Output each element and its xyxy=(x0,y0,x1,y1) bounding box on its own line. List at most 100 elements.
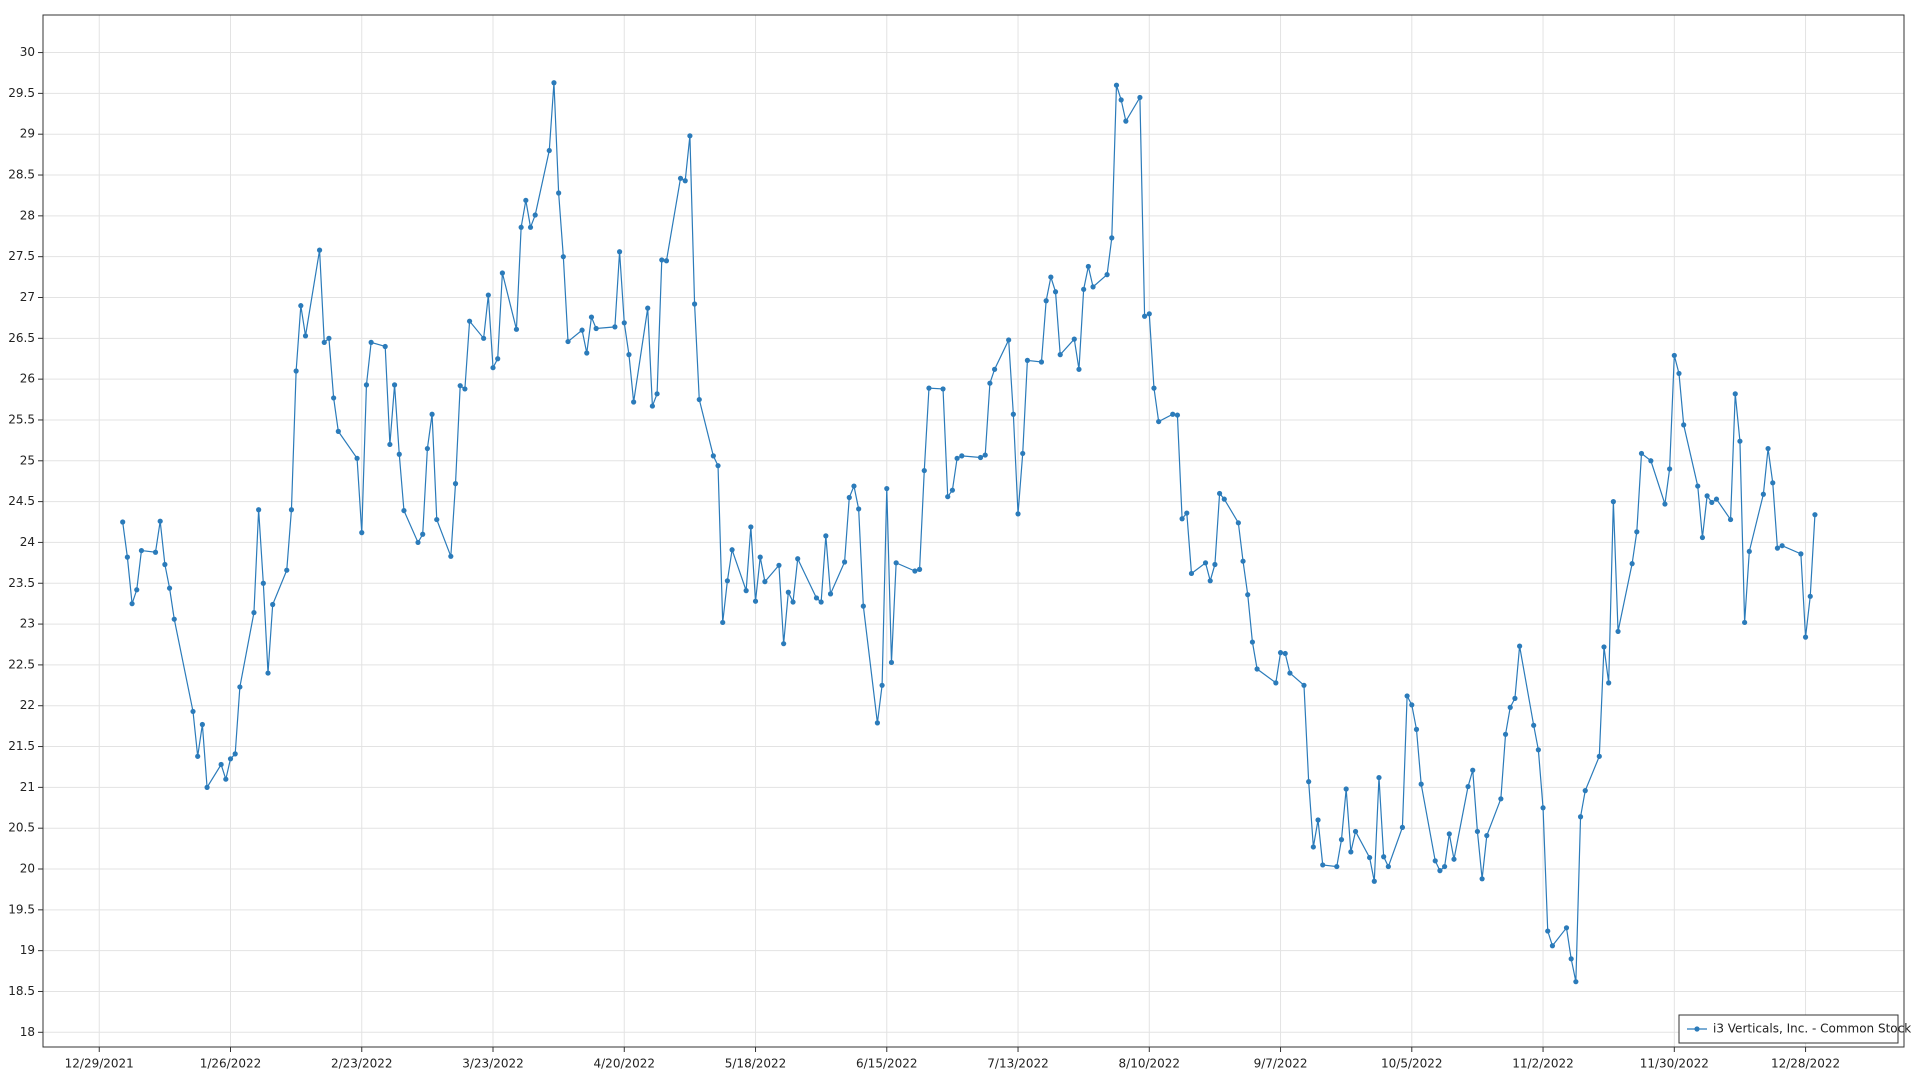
data-point xyxy=(1306,779,1312,785)
legend-box xyxy=(1678,1014,1899,1044)
data-point xyxy=(1315,817,1321,823)
data-point xyxy=(663,258,670,264)
data-point xyxy=(1484,832,1490,839)
data-point xyxy=(1610,499,1616,505)
x-tick-label: 10/5/2022 xyxy=(1381,1057,1443,1071)
data-point xyxy=(874,720,881,726)
data-point xyxy=(1081,286,1087,292)
data-point xyxy=(813,595,820,601)
data-point xyxy=(401,507,407,514)
data-point xyxy=(1151,385,1157,391)
data-point xyxy=(1535,747,1541,753)
data-point xyxy=(1418,781,1424,787)
data-point xyxy=(795,556,801,562)
data-point xyxy=(457,383,463,389)
data-point xyxy=(949,487,956,493)
data-point xyxy=(584,350,590,356)
data-point xyxy=(429,411,435,417)
data-point xyxy=(959,453,965,459)
x-tick-label: 12/29/2021 xyxy=(65,1057,134,1071)
data-point xyxy=(1582,788,1588,794)
y-tick-label: 19.5 xyxy=(8,902,35,916)
data-point xyxy=(232,751,238,757)
legend: i3 Verticals, Inc. - Common Stock xyxy=(1678,1014,1911,1044)
data-point xyxy=(321,339,327,345)
data-point xyxy=(387,441,393,448)
data-point xyxy=(270,601,276,608)
data-point xyxy=(227,756,234,762)
data-point xyxy=(302,333,309,339)
data-point xyxy=(612,324,618,330)
data-point xyxy=(1474,828,1481,835)
data-point xyxy=(659,257,665,263)
data-point xyxy=(757,554,763,560)
data-point xyxy=(1404,693,1410,699)
data-point xyxy=(696,396,702,403)
data-point xyxy=(1540,805,1546,811)
data-point xyxy=(1367,854,1373,861)
data-point xyxy=(785,589,791,595)
data-point xyxy=(1184,510,1190,516)
data-point xyxy=(190,708,196,715)
data-point xyxy=(1123,118,1129,124)
data-point xyxy=(579,327,585,333)
y-tick-label: 20.5 xyxy=(8,821,35,835)
y-tick-label: 28 xyxy=(20,208,35,222)
legend-label: i3 Verticals, Inc. - Common Stock xyxy=(1713,1022,1911,1036)
data-point xyxy=(546,147,552,154)
data-point xyxy=(1212,561,1218,568)
data-point xyxy=(1563,925,1570,931)
data-point xyxy=(1671,352,1677,359)
data-point xyxy=(940,386,946,392)
data-point xyxy=(1399,824,1406,830)
data-point xyxy=(1104,272,1110,278)
data-point xyxy=(1352,828,1359,835)
data-point xyxy=(1090,284,1096,290)
data-point xyxy=(912,568,918,574)
data-point xyxy=(1531,722,1537,728)
data-point xyxy=(1048,274,1054,280)
data-point xyxy=(424,445,430,452)
y-tick-label: 26.5 xyxy=(8,331,35,345)
data-point xyxy=(954,455,960,461)
data-point xyxy=(237,684,243,690)
data-point xyxy=(415,539,421,546)
data-point xyxy=(1442,863,1448,870)
data-point xyxy=(1667,466,1673,472)
data-point xyxy=(499,270,505,276)
data-point xyxy=(129,601,135,607)
data-point xyxy=(1802,634,1809,640)
data-point xyxy=(687,133,693,139)
data-point xyxy=(846,494,852,501)
data-point xyxy=(256,507,262,513)
data-point xyxy=(1549,943,1556,949)
data-point xyxy=(1470,767,1476,773)
data-point xyxy=(1156,418,1162,425)
x-tick-label: 3/23/2022 xyxy=(462,1057,524,1071)
y-tick-label: 25 xyxy=(20,453,35,467)
data-point xyxy=(171,616,177,622)
data-point xyxy=(1573,979,1579,985)
data-point xyxy=(790,599,796,605)
data-point xyxy=(1006,337,1012,343)
data-point xyxy=(1662,501,1668,507)
x-tick-label: 1/26/2022 xyxy=(200,1057,262,1071)
data-point xyxy=(1498,796,1504,802)
data-point xyxy=(1118,97,1124,103)
data-point xyxy=(1334,863,1340,870)
data-point xyxy=(1343,786,1349,792)
data-point xyxy=(420,531,426,537)
data-point xyxy=(1109,235,1115,241)
data-point xyxy=(434,516,440,523)
data-point xyxy=(1512,695,1518,701)
data-point xyxy=(593,325,599,332)
data-point xyxy=(1451,856,1457,862)
data-point xyxy=(1774,545,1781,551)
data-point xyxy=(724,578,730,584)
data-point xyxy=(124,554,130,560)
data-point xyxy=(485,292,491,298)
data-point xyxy=(827,591,834,597)
data-point xyxy=(1076,366,1082,372)
data-point xyxy=(1174,412,1181,418)
